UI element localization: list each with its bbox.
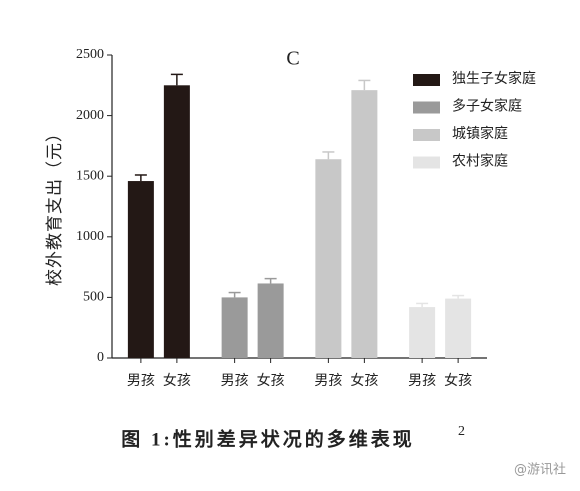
bar <box>163 85 190 359</box>
legend-swatch <box>413 156 440 169</box>
legend-label: 多子女家庭 <box>452 98 522 115</box>
bar <box>351 90 378 358</box>
x-tick-label: 女孩 <box>163 372 191 389</box>
legend-swatch <box>413 101 440 114</box>
y-tick-label: 500 <box>83 290 104 305</box>
bar <box>221 297 248 358</box>
caption-superscript: 2 <box>458 424 465 439</box>
y-tick-label: 2000 <box>76 108 104 123</box>
x-tick-label: 女孩 <box>257 372 285 389</box>
legend-label: 城镇家庭 <box>452 125 508 142</box>
legend-label: 农村家庭 <box>452 153 508 170</box>
x-tick-label: 男孩 <box>127 373 155 389</box>
y-axis-label: 校外教育支出（元） <box>45 124 64 286</box>
x-tick-label: 女孩 <box>350 372 378 389</box>
legend-label: 独生子女家庭 <box>452 70 536 87</box>
x-tick-label: 男孩 <box>314 373 342 389</box>
bar <box>127 181 154 358</box>
y-tick-label: 1500 <box>76 168 104 183</box>
x-tick-label: 男孩 <box>221 373 249 389</box>
y-tick-label: 2500 <box>76 47 104 62</box>
y-tick-label: 0 <box>97 350 104 365</box>
bar <box>445 298 472 358</box>
caption: 图 1:性别差异状况的多维表现 <box>121 427 415 450</box>
panel-label: C <box>286 48 299 70</box>
bar <box>257 283 284 358</box>
x-tick-label: 女孩 <box>444 372 472 389</box>
watermark: @游讯社 <box>514 462 566 478</box>
bar <box>409 307 436 358</box>
x-tick-label: 男孩 <box>408 373 436 389</box>
bar <box>315 159 342 358</box>
y-tick-label: 1000 <box>76 229 104 244</box>
legend-swatch <box>413 74 440 86</box>
legend-swatch <box>413 129 440 141</box>
